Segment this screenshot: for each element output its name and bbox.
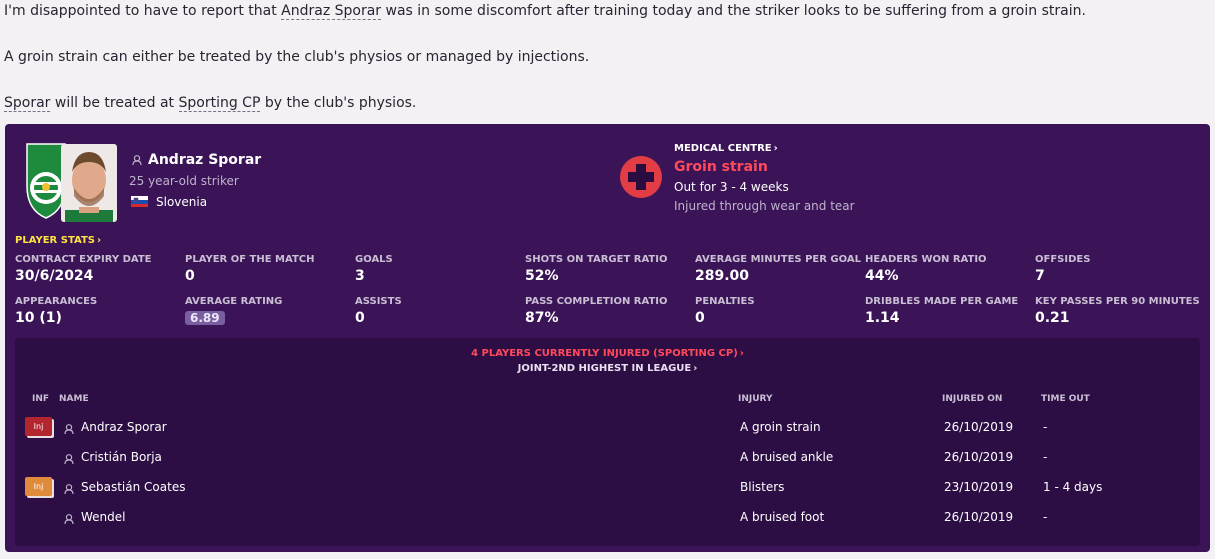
player-name-cell[interactable]: Cristián Borja: [81, 450, 162, 464]
column-header-inf[interactable]: INF: [32, 394, 50, 404]
person-icon: [64, 454, 74, 464]
player-subtitle: 25 year-old striker: [129, 174, 239, 188]
column-header-injured-on[interactable]: INJURED ON: [942, 394, 1003, 404]
injury-duration: Out for 3 - 4 weeks: [674, 180, 789, 194]
injury-cell: A groin strain: [740, 420, 821, 434]
injury-cell: Blisters: [740, 480, 785, 494]
player-stats-link[interactable]: PLAYER STATS ›: [15, 235, 101, 246]
person-icon: [64, 484, 74, 494]
injured-players-panel: 4 PLAYERS CURRENTLY INJURED (SPORTING CP…: [15, 338, 1200, 546]
time-out-cell: 1 - 4 days: [1043, 480, 1103, 494]
player-name-cell[interactable]: Sebastián Coates: [81, 480, 186, 494]
injury-status-badge: Inj: [25, 417, 52, 436]
player-name-cell[interactable]: Andraz Sporar: [81, 420, 167, 434]
injury-status-badge: Inj: [25, 477, 52, 496]
stat-offsides: OFFSIDES 7: [1035, 254, 1091, 284]
stat-shots-on-target: SHOTS ON TARGET RATIO 52%: [525, 254, 668, 284]
league-rank-link[interactable]: JOINT-2ND HIGHEST IN LEAGUE ›: [15, 363, 1200, 374]
injury-name: Groin strain: [674, 159, 768, 175]
stat-dribbles: DRIBBLES MADE PER GAME 1.14: [865, 296, 1019, 326]
table-row[interactable]: Wendel A bruised foot 26/10/2019 -: [15, 503, 1200, 533]
stat-key-passes: KEY PASSES PER 90 MINUTES 0.21: [1035, 296, 1200, 326]
news-text: will be treated at: [50, 95, 179, 111]
medical-centre-label: MEDICAL CENTRE: [674, 143, 772, 154]
medical-cross-icon: [620, 156, 662, 198]
league-rank-label: JOINT-2ND HIGHEST IN LEAGUE: [517, 363, 692, 374]
stat-goals: GOALS 3: [355, 254, 393, 284]
time-out-cell: -: [1043, 450, 1048, 464]
time-out-cell: -: [1043, 420, 1048, 434]
chevron-right-icon: ›: [773, 143, 778, 154]
table-row[interactable]: Cristián Borja A bruised ankle 26/10/201…: [15, 443, 1200, 473]
stat-contract-expiry: CONTRACT EXPIRY DATE 30/6/2024: [15, 254, 152, 284]
stat-average-rating: AVERAGE RATING 6.89: [185, 296, 283, 325]
player-injury-card: Andraz Sporar 25 year-old striker Sloven…: [5, 124, 1210, 552]
player-nationality[interactable]: Slovenia: [131, 195, 207, 209]
player-name-label: Andraz Sporar: [148, 152, 262, 168]
column-header-injury[interactable]: INJURY: [738, 394, 773, 404]
person-icon: [132, 155, 142, 165]
player-link[interactable]: Andraz Sporar: [281, 3, 382, 20]
news-paragraph-3: Sporar will be treated at Sporting CP by…: [4, 95, 417, 112]
stat-headers-won: HEADERS WON RATIO 44%: [865, 254, 987, 284]
injured-on-cell: 26/10/2019: [944, 450, 1014, 464]
news-text: was in some discomfort after training to…: [381, 3, 1086, 19]
medical-centre-link[interactable]: MEDICAL CENTRE ›: [674, 143, 778, 154]
chevron-right-icon: ›: [96, 235, 102, 246]
news-text: by the club's physios.: [260, 95, 417, 111]
injured-on-cell: 23/10/2019: [944, 480, 1014, 494]
time-out-cell: -: [1043, 510, 1048, 524]
column-header-name[interactable]: NAME: [59, 394, 89, 404]
person-icon: [64, 424, 74, 434]
table-row[interactable]: Inj Andraz Sporar A groin strain 26/10/2…: [15, 413, 1200, 443]
nationality-label: Slovenia: [156, 195, 208, 209]
club-link[interactable]: Sporting CP: [178, 95, 261, 112]
column-header-time-out[interactable]: TIME OUT: [1041, 394, 1090, 404]
chevron-right-icon: ›: [693, 363, 698, 374]
player-stats-label: PLAYER STATS: [15, 235, 95, 246]
injured-on-cell: 26/10/2019: [944, 420, 1014, 434]
news-text: I'm disappointed to have to report that: [4, 3, 282, 19]
stat-pass-completion: PASS COMPLETION RATIO 87%: [525, 296, 668, 326]
player-face-icon[interactable]: [61, 144, 117, 222]
player-name-cell[interactable]: Wendel: [81, 510, 126, 524]
player-link[interactable]: Sporar: [4, 95, 51, 112]
injured-count-link[interactable]: 4 PLAYERS CURRENTLY INJURED (SPORTING CP…: [15, 348, 1200, 359]
news-paragraph-1: I'm disappointed to have to report that …: [4, 3, 1086, 20]
stat-player-of-the-match: PLAYER OF THE MATCH 0: [185, 254, 315, 284]
player-name[interactable]: Andraz Sporar: [132, 152, 261, 168]
table-row[interactable]: Inj Sebastián Coates Blisters 23/10/2019…: [15, 473, 1200, 503]
person-icon: [64, 514, 74, 524]
club-badge-icon[interactable]: [25, 140, 67, 220]
injured-count-label: 4 PLAYERS CURRENTLY INJURED (SPORTING CP…: [471, 348, 738, 359]
injury-cause: Injured through wear and tear: [674, 199, 855, 213]
injury-cell: A bruised foot: [740, 510, 825, 524]
news-paragraph-2: A groin strain can either be treated by …: [4, 49, 590, 65]
stat-appearances: APPEARANCES 10 (1): [15, 296, 98, 326]
stat-minutes-per-goal: AVERAGE MINUTES PER GOAL 289.00: [695, 254, 861, 284]
slovenia-flag-icon: [131, 196, 148, 207]
stat-assists: ASSISTS 0: [355, 296, 402, 326]
injured-on-cell: 26/10/2019: [944, 510, 1014, 524]
injury-cell: A bruised ankle: [740, 450, 834, 464]
rating-badge: 6.89: [185, 311, 225, 325]
stat-penalties: PENALTIES 0: [695, 296, 755, 326]
chevron-right-icon: ›: [739, 348, 744, 359]
